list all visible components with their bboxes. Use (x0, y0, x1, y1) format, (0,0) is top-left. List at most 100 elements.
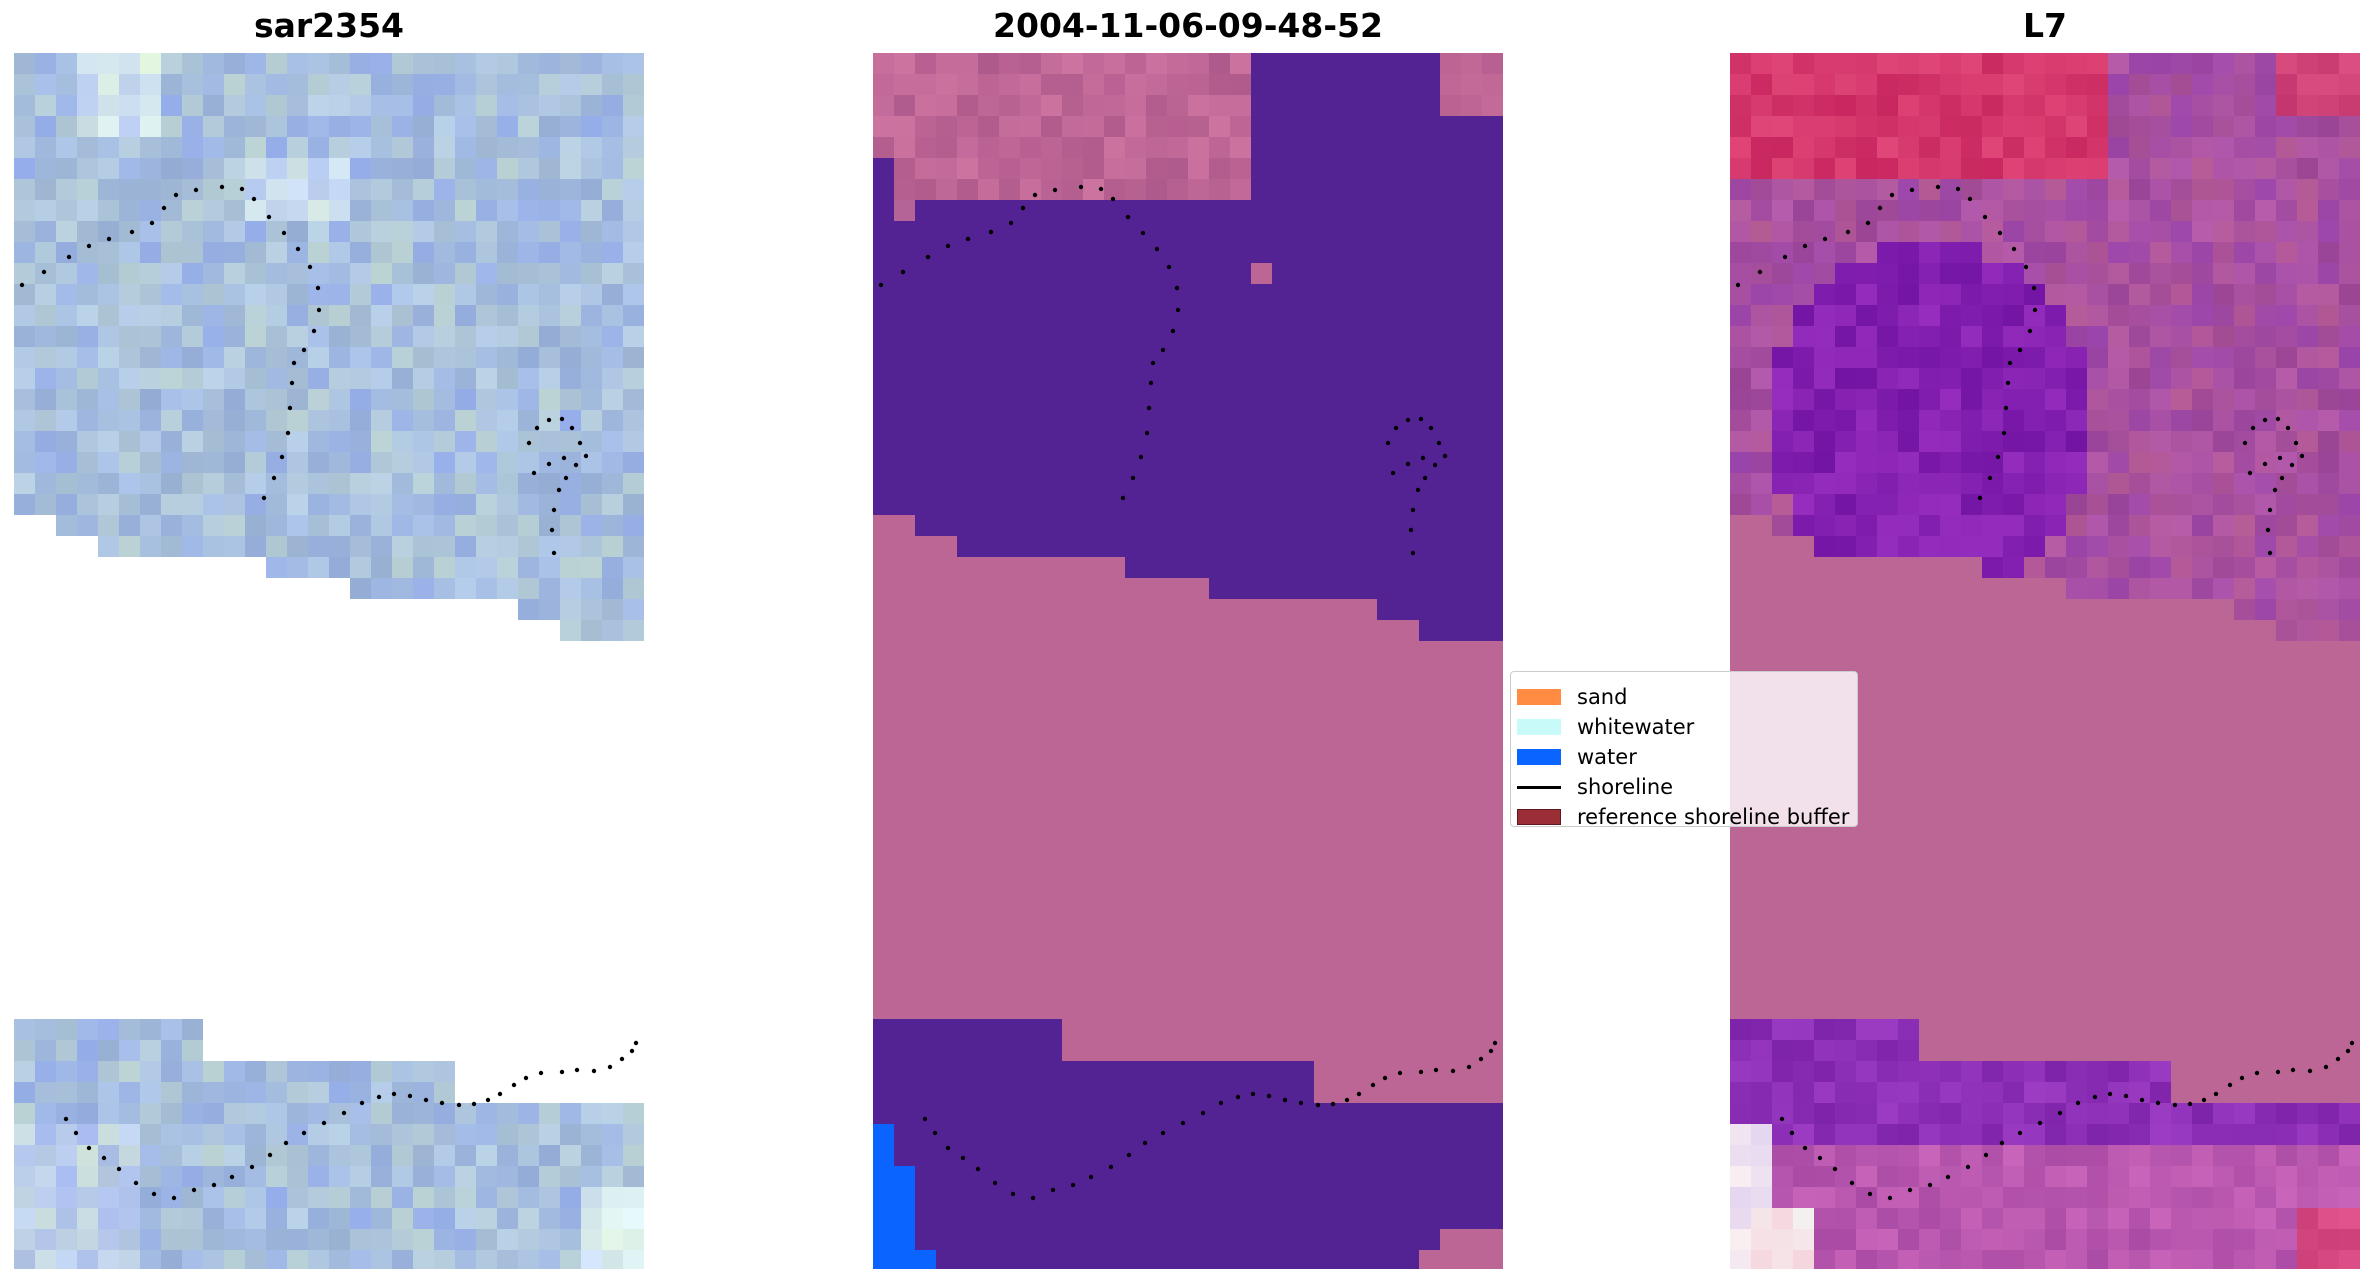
l7-pixel (2087, 1187, 2108, 1208)
class-pixel (1020, 368, 1041, 389)
sar-pixel (434, 284, 455, 305)
sar-pixel (329, 242, 350, 263)
shoreline-dot (281, 230, 287, 236)
sar-pixel (266, 536, 287, 557)
l7-pixel (1730, 200, 1751, 221)
class-pixel (894, 242, 915, 263)
sar-pixel (119, 1082, 140, 1103)
l7-pixel (2108, 242, 2129, 263)
class-pixel (1104, 368, 1125, 389)
class-pixel (957, 1208, 978, 1229)
class-pixel (1356, 137, 1377, 158)
sar-pixel (308, 536, 329, 557)
class-pixel (1314, 515, 1335, 536)
class-pixel (1272, 326, 1293, 347)
class-pixel (1482, 53, 1503, 74)
shoreline-dot (1088, 1174, 1094, 1180)
class-pixel (957, 1082, 978, 1103)
class-pixel (1020, 95, 1041, 116)
shoreline-dot (41, 269, 47, 275)
l7-pixel (1793, 53, 1814, 74)
sar-pixel (350, 389, 371, 410)
class-pixel (1293, 53, 1314, 74)
sar-pixel (14, 326, 35, 347)
class-pixel (1461, 326, 1482, 347)
sar-pixel (329, 158, 350, 179)
sar-pixel (287, 158, 308, 179)
class-pixel (1230, 557, 1251, 578)
class-pixel (1398, 179, 1419, 200)
l7-pixel (2129, 1187, 2150, 1208)
l7-pixel (1982, 1124, 2003, 1145)
class-pixel (1083, 389, 1104, 410)
l7-pixel (2045, 1187, 2066, 1208)
class-pixel (978, 284, 999, 305)
l7-pixel (1772, 389, 1793, 410)
sar-pixel (434, 53, 455, 74)
l7-pixel (2297, 95, 2318, 116)
sar-pixel (392, 95, 413, 116)
sar-pixel (392, 494, 413, 515)
l7-pixel (2171, 95, 2192, 116)
shoreline-dot (2335, 1056, 2341, 1062)
shoreline-dot (2345, 1048, 2351, 1054)
class-pixel (873, 368, 894, 389)
l7-pixel (2003, 263, 2024, 284)
class-pixel (1041, 1145, 1062, 1166)
sar-pixel (371, 515, 392, 536)
sar-pixel (245, 1187, 266, 1208)
class-pixel (1314, 1208, 1335, 1229)
sar-pixel (245, 1229, 266, 1250)
class-pixel (1482, 431, 1503, 452)
sar-pixel (77, 200, 98, 221)
sar-pixel (476, 1145, 497, 1166)
l7-pixel (2276, 1166, 2297, 1187)
l7-pixel (2192, 1208, 2213, 1229)
sar-pixel (623, 200, 644, 221)
l7-pixel (1730, 347, 1751, 368)
class-pixel (936, 473, 957, 494)
l7-pixel (1982, 1187, 2003, 1208)
sar-pixel (413, 242, 434, 263)
l7-pixel (2276, 326, 2297, 347)
l7-pixel (1982, 368, 2003, 389)
sar-pixel (434, 305, 455, 326)
class-pixel (1272, 305, 1293, 326)
sar-pixel (476, 137, 497, 158)
sar-pixel (623, 431, 644, 452)
sar-pixel (140, 347, 161, 368)
l7-pixel (2276, 1250, 2297, 1269)
class-pixel (1461, 578, 1482, 599)
l7-pixel (2339, 473, 2360, 494)
l7-pixel (1919, 74, 1940, 95)
sar-pixel (623, 95, 644, 116)
l7-pixel (1793, 1019, 1814, 1040)
class-pixel (1314, 473, 1335, 494)
l7-pixel (1751, 1187, 1772, 1208)
shoreline-dot (932, 1130, 938, 1136)
sar-pixel (476, 74, 497, 95)
sar-pixel (140, 1145, 161, 1166)
class-pixel (957, 431, 978, 452)
l7-pixel (2297, 557, 2318, 578)
class-pixel (915, 1103, 936, 1124)
shoreline-dot (1130, 475, 1136, 481)
l7-pixel (1898, 1103, 1919, 1124)
shoreline-dot (1174, 285, 1180, 291)
l7-pixel (2339, 1103, 2360, 1124)
l7-pixel (2024, 557, 2045, 578)
class-pixel (873, 1250, 894, 1269)
sar-pixel (308, 494, 329, 515)
sar-pixel (140, 368, 161, 389)
l7-pixel (2129, 137, 2150, 158)
class-pixel (1062, 158, 1083, 179)
shoreline-dot (239, 186, 245, 192)
class-pixel (873, 95, 894, 116)
class-pixel (1167, 347, 1188, 368)
sar-pixel (350, 1124, 371, 1145)
shoreline-dot (1138, 454, 1144, 460)
class-pixel (1083, 1124, 1104, 1145)
sar-pixel (329, 263, 350, 284)
l7-pixel (2045, 452, 2066, 473)
class-pixel (1419, 1250, 1440, 1269)
